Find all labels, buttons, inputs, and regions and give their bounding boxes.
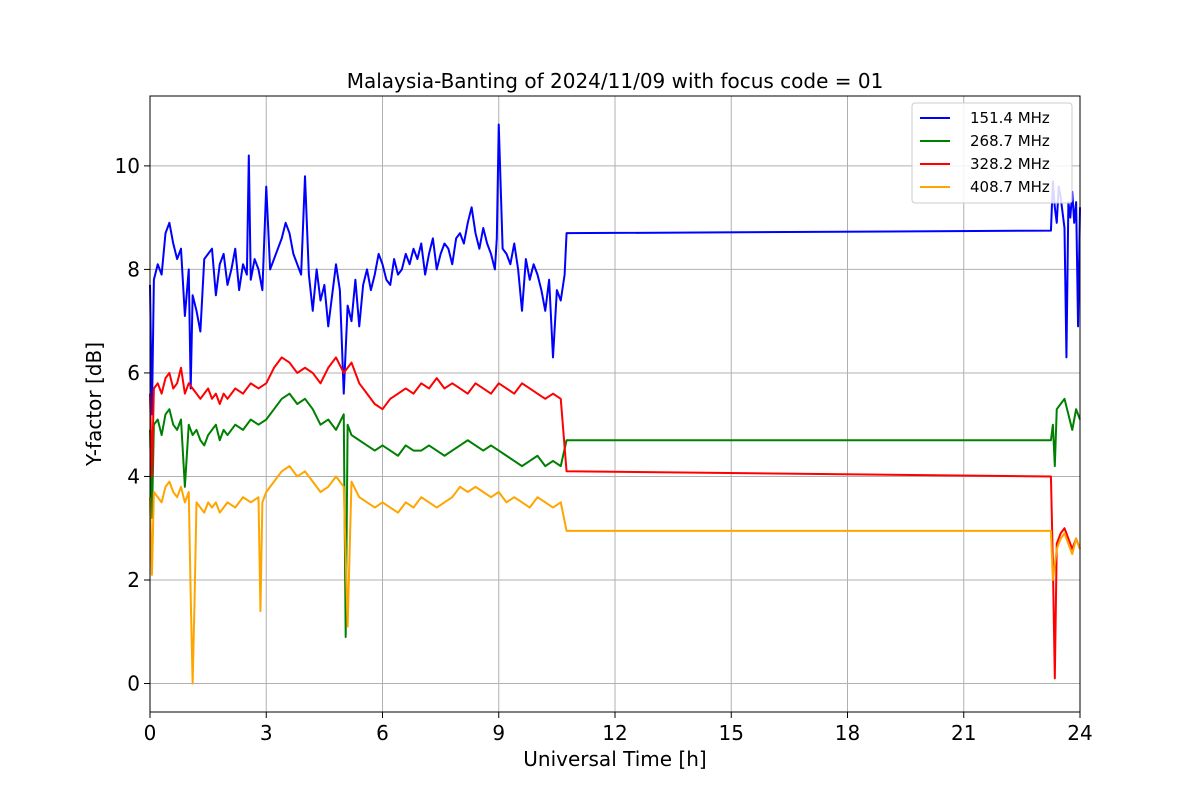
y-tick-label: 6 xyxy=(127,361,140,385)
y-axis-label: Y-factor [dB] xyxy=(82,342,106,467)
series-line-328-2-mhz xyxy=(149,356,1081,680)
y-tick-label: 2 xyxy=(127,568,140,592)
x-tick-label: 21 xyxy=(951,721,976,745)
y-tick-label: 10 xyxy=(115,154,140,178)
legend-label: 151.4 MHz xyxy=(970,109,1050,127)
x-tick-label: 24 xyxy=(1067,721,1092,745)
legend-label: 268.7 MHz xyxy=(970,132,1050,150)
series-line-268-7-mhz xyxy=(149,392,1081,638)
y-tick-label: 4 xyxy=(127,464,140,488)
legend-box xyxy=(911,102,1073,204)
series-line-408-7-mhz xyxy=(149,465,1081,685)
legend-label: 328.2 MHz xyxy=(970,155,1050,173)
series-line-151-4-mhz xyxy=(149,123,1081,416)
x-axis-label: Universal Time [h] xyxy=(523,747,706,771)
y-tick-label: 8 xyxy=(127,257,140,281)
series-layer xyxy=(149,123,1081,685)
x-tick-label: 0 xyxy=(144,721,157,745)
legend: 151.4 MHz 268.7 MHz 328.2 MHz 408.7 MHz xyxy=(911,102,1073,204)
x-tick-label: 9 xyxy=(492,721,505,745)
x-tick-label: 15 xyxy=(719,721,744,745)
x-tick-label: 3 xyxy=(260,721,273,745)
legend-label: 408.7 MHz xyxy=(970,178,1050,196)
x-tick-label: 18 xyxy=(835,721,860,745)
x-tick-label: 12 xyxy=(602,721,627,745)
x-tick-label: 6 xyxy=(376,721,389,745)
chart-title: Malaysia-Banting of 2024/11/09 with focu… xyxy=(347,69,884,93)
y-tick-label: 0 xyxy=(127,672,140,696)
